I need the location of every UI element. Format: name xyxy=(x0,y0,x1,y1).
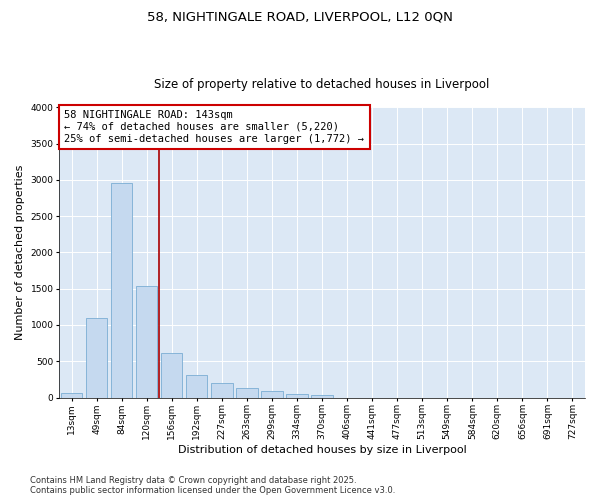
Bar xyxy=(86,318,107,398)
Bar xyxy=(236,388,257,398)
X-axis label: Distribution of detached houses by size in Liverpool: Distribution of detached houses by size … xyxy=(178,445,466,455)
Text: 58 NIGHTINGALE ROAD: 143sqm
← 74% of detached houses are smaller (5,220)
25% of : 58 NIGHTINGALE ROAD: 143sqm ← 74% of det… xyxy=(64,110,364,144)
Bar xyxy=(161,352,182,398)
Bar xyxy=(186,375,208,398)
Y-axis label: Number of detached properties: Number of detached properties xyxy=(15,165,25,340)
Bar xyxy=(111,183,133,398)
Bar xyxy=(311,396,332,398)
Bar xyxy=(136,286,157,398)
Text: Contains HM Land Registry data © Crown copyright and database right 2025.
Contai: Contains HM Land Registry data © Crown c… xyxy=(30,476,395,495)
Bar xyxy=(211,383,233,398)
Bar xyxy=(286,394,308,398)
Title: Size of property relative to detached houses in Liverpool: Size of property relative to detached ho… xyxy=(154,78,490,91)
Bar xyxy=(262,391,283,398)
Text: 58, NIGHTINGALE ROAD, LIVERPOOL, L12 0QN: 58, NIGHTINGALE ROAD, LIVERPOOL, L12 0QN xyxy=(147,10,453,23)
Bar xyxy=(61,393,82,398)
